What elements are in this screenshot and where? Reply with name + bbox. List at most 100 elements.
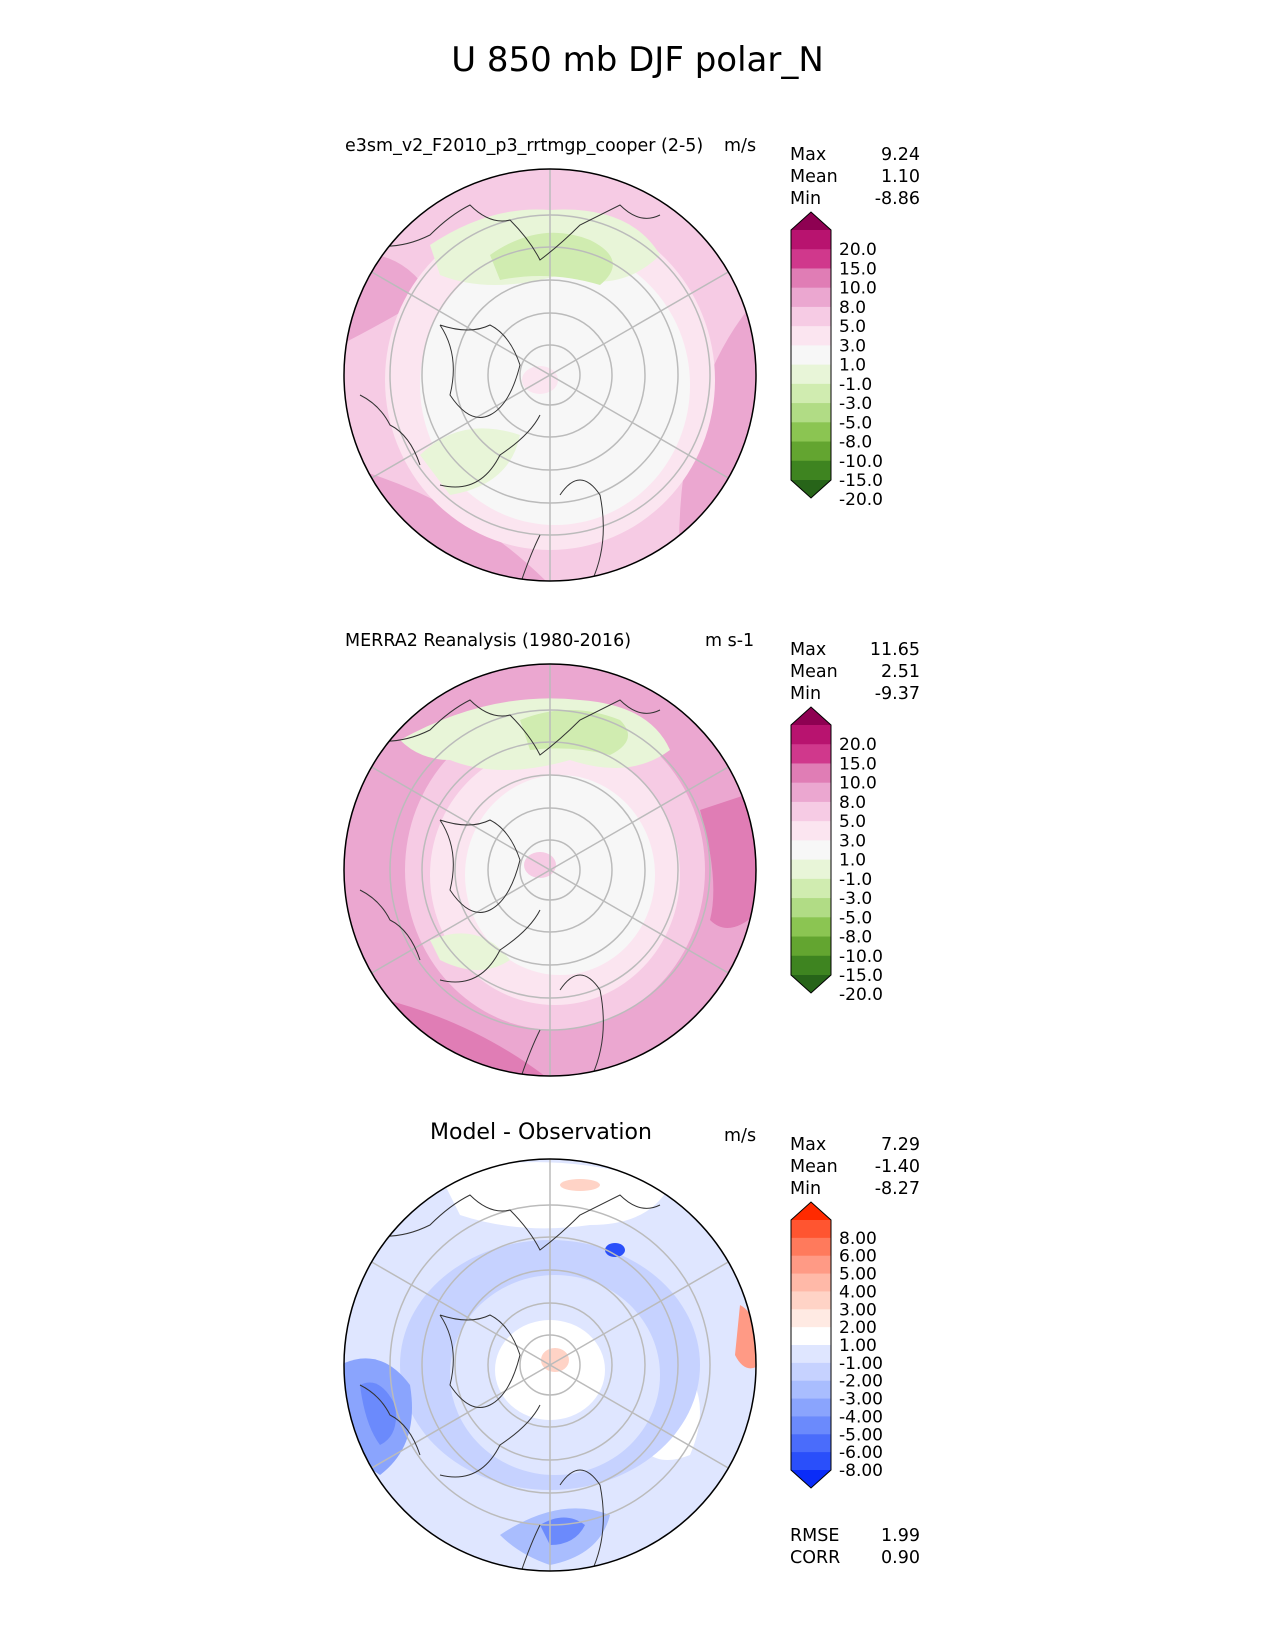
colorbar-tick-label: -8.00 — [839, 1461, 883, 1481]
colorbar-tick-label: -20.0 — [839, 985, 883, 1005]
colorbar-tick-label: 15.0 — [839, 754, 877, 774]
colorbar-tick-label: -1.0 — [839, 375, 872, 395]
colorbar-segment — [791, 460, 831, 481]
colorbar-segment — [791, 725, 831, 745]
colorbar-segment — [791, 898, 831, 918]
colorbar-tick-label: -3.00 — [839, 1390, 883, 1410]
colorbar-tick-label: 15.0 — [839, 259, 877, 279]
colorbar-segment — [791, 345, 831, 366]
colorbar-segment — [791, 878, 831, 899]
graticule — [369, 664, 731, 1076]
colorbar-tick-label: -5.0 — [839, 908, 872, 928]
colorbar-segment — [791, 1452, 831, 1471]
colorbar-segment — [791, 1434, 831, 1453]
coastlines — [359, 699, 661, 1076]
colorbar-segment — [791, 287, 831, 308]
stat-value: -8.27 — [874, 1179, 920, 1199]
stat-value: 9.24 — [881, 145, 920, 165]
stat-value: 1.99 — [881, 1526, 920, 1546]
units-label: m/s — [724, 1126, 757, 1146]
stat-label: Max — [790, 1135, 827, 1155]
colorbar-tick-label: 5.00 — [839, 1265, 877, 1285]
colorbar-segment — [791, 821, 831, 841]
stat-label: Mean — [790, 1157, 838, 1177]
figure-title: U 850 mb DJF polar_N — [451, 40, 824, 80]
colorbar: 20.015.010.08.05.03.01.0-1.0-3.0-5.0-8.0… — [790, 706, 883, 1005]
colorbar-segment — [791, 1398, 831, 1417]
panel-title: Model - Observation — [430, 1120, 652, 1145]
stat-label: Min — [790, 684, 822, 704]
footer-stats: RMSE 1.99 CORR 0.90 — [790, 1525, 920, 1569]
colorbar-segment — [791, 1291, 831, 1310]
colorbar-extend-min — [791, 1470, 831, 1488]
colorbar-tick-label: -6.00 — [839, 1443, 883, 1463]
colorbar-tick-label: -15.0 — [839, 471, 883, 491]
colorbar-segment — [791, 403, 831, 423]
colorbar-segment — [791, 936, 831, 957]
colorbar-segment — [791, 1416, 831, 1435]
colorbar-extend-min — [791, 480, 831, 498]
stat-label: CORR — [790, 1548, 841, 1568]
colorbar-tick-label: -10.0 — [839, 452, 883, 472]
stat-value: 0.90 — [881, 1548, 920, 1568]
colorbar-tick-label: 20.0 — [839, 240, 877, 260]
colorbar-segment — [791, 326, 831, 346]
colorbar-tick-label: 5.0 — [839, 812, 866, 832]
colorbar-segment — [791, 1255, 831, 1275]
colorbar-tick-label: -10.0 — [839, 947, 883, 967]
colorbar-segment — [791, 422, 831, 443]
stat-value: -1.40 — [874, 1157, 920, 1177]
colorbar-tick-label: 3.0 — [839, 831, 866, 851]
colorbar-segment — [791, 383, 831, 404]
colorbar-segment — [791, 306, 831, 327]
difference-panel: Model - Observation m/s Max 7.29 Mean -1.4… — [0, 1120, 1275, 1590]
polar-map — [343, 663, 757, 1077]
stat-value: 11.65 — [869, 640, 920, 660]
stat-label: Min — [790, 1179, 822, 1199]
colorbar-tick-label: 8.0 — [839, 793, 866, 813]
panel-title: e3sm_v2_F2010_p3_rrtmgp_cooper (2-5) — [345, 136, 704, 156]
colorbar-tick-label: 1.0 — [839, 356, 866, 376]
colorbar-tick-label: 3.00 — [839, 1300, 877, 1320]
polar-map — [343, 1158, 757, 1572]
colorbar-segment — [791, 859, 831, 880]
colorbar-outline — [790, 211, 832, 499]
colorbar-segment — [791, 1345, 831, 1364]
colorbar-extend-max — [791, 212, 831, 230]
colorbar-tick-label: -5.00 — [839, 1425, 883, 1445]
test-panel: e3sm_v2_F2010_p3_rrtmgp_cooper (2-5) m/s… — [0, 130, 1275, 600]
colorbar-segment — [791, 249, 831, 269]
stat-value: 7.29 — [881, 1135, 920, 1155]
colorbar-segment — [791, 1309, 831, 1328]
graticule — [369, 169, 731, 581]
stats-box: Max 11.65 Mean 2.51 Min -9.37 — [790, 639, 920, 705]
colorbar-tick-label: -5.0 — [839, 413, 872, 433]
stats-box: Max 7.29 Mean -1.40 Min -8.27 — [790, 1134, 920, 1200]
polar-map — [343, 168, 757, 582]
colorbar-segment — [791, 801, 831, 822]
colorbar-tick-label: 5.0 — [839, 317, 866, 337]
colorbar-outline — [790, 706, 832, 994]
stat-label: Max — [790, 640, 827, 660]
colorbar-tick-label: 1.0 — [839, 851, 866, 871]
colorbar-segment — [791, 1362, 831, 1382]
colorbar-segment — [791, 1273, 831, 1292]
colorbar: 8.006.005.004.003.002.001.00-1.00-2.00-3… — [790, 1201, 883, 1489]
colorbar-extend-max — [791, 1202, 831, 1220]
colorbar-tick-label: -15.0 — [839, 966, 883, 986]
colorbar-tick-label: 8.0 — [839, 298, 866, 318]
colorbar-tick-label: -3.0 — [839, 394, 872, 414]
colorbar-segment — [791, 917, 831, 938]
colorbar-extend-min — [791, 975, 831, 993]
colorbar-segment — [791, 782, 831, 803]
colorbar-extend-max — [791, 707, 831, 725]
colorbar-tick-label: -20.0 — [839, 490, 883, 510]
units-label: m s-1 — [705, 631, 755, 651]
stats-box: Max 9.24 Mean 1.10 Min -8.86 — [790, 144, 920, 210]
colorbar-tick-label: -1.0 — [839, 870, 872, 890]
colorbar-segment — [791, 1380, 831, 1400]
colorbar-tick-label: 4.00 — [839, 1282, 877, 1302]
coastlines — [359, 204, 661, 581]
stat-value: -9.37 — [874, 684, 920, 704]
panel-title: MERRA2 Reanalysis (1980-2016) — [345, 631, 632, 651]
